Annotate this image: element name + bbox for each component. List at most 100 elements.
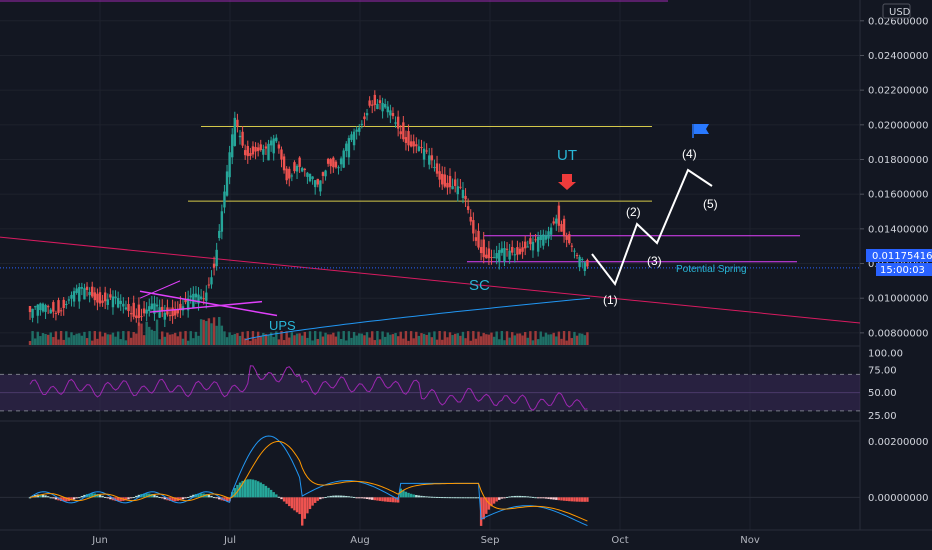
- volume-bar: [223, 331, 226, 345]
- candle-body: [472, 220, 475, 234]
- volume-bar: [301, 335, 304, 345]
- macd-histogram-bar: [321, 497, 325, 499]
- candle: [137, 297, 141, 326]
- candle-body: [316, 178, 319, 185]
- macd-histogram-bar: [218, 497, 221, 500]
- candle-body: [531, 241, 535, 251]
- candle: [57, 297, 60, 316]
- macd-histogram-bar: [119, 497, 122, 502]
- candle: [280, 146, 283, 168]
- volume-bar: [225, 337, 229, 345]
- macd-histogram-bar: [485, 497, 488, 514]
- volume-bar: [368, 337, 371, 345]
- sc-annotation: SC: [469, 277, 490, 294]
- macd-histogram-bar: [293, 497, 296, 511]
- macd-histogram-bar: [381, 497, 384, 502]
- candle-body: [446, 182, 449, 188]
- candle-body: [552, 221, 555, 224]
- candle: [560, 220, 563, 232]
- volume-bar: [238, 335, 242, 345]
- macd-histogram-bar: [46, 496, 50, 498]
- candle: [500, 241, 504, 256]
- volume-bar: [275, 331, 278, 345]
- candle-body: [75, 288, 78, 293]
- candle-body: [241, 131, 244, 146]
- macd-histogram-bar: [586, 497, 589, 502]
- candle: [358, 124, 361, 136]
- candle-body: [57, 300, 60, 313]
- candle-body: [487, 248, 491, 259]
- macd-histogram-bar: [552, 497, 555, 500]
- macd-histogram-bar: [342, 495, 345, 498]
- potential-spring-annotation: Potential Spring: [676, 264, 747, 275]
- candle-body: [477, 230, 480, 248]
- candle-body: [176, 308, 179, 314]
- volume-bar: [459, 335, 462, 345]
- macd-histogram-bar: [306, 497, 309, 514]
- macd-histogram-bar: [179, 497, 182, 501]
- volume-bar: [516, 333, 519, 345]
- candle: [259, 139, 262, 152]
- macd-histogram-bar: [311, 497, 314, 506]
- volume-bar: [536, 339, 540, 345]
- macd-histogram-bar: [407, 492, 410, 498]
- candle: [378, 95, 382, 110]
- candle-body: [135, 315, 138, 319]
- macd-histogram-bar: [264, 485, 268, 498]
- candle: [332, 156, 335, 173]
- volume-bar: [485, 334, 488, 345]
- time-tick-label-5: Nov: [740, 535, 760, 546]
- currency-box[interactable]: [882, 3, 911, 19]
- macd-histogram-bar: [124, 497, 128, 501]
- candle: [163, 304, 167, 328]
- macd-histogram-bar: [529, 496, 532, 498]
- volume-bar: [560, 338, 563, 345]
- volume-bar: [482, 332, 485, 345]
- candle-body: [231, 134, 234, 158]
- volume-bar: [88, 331, 91, 345]
- macd-histogram-bar: [241, 480, 244, 498]
- candle-body: [78, 287, 81, 302]
- macd-histogram-bar: [358, 497, 361, 499]
- rsi-tick-label-0: 100.00: [868, 349, 903, 360]
- candle: [80, 282, 84, 296]
- macd-histogram-bar: [88, 493, 91, 498]
- macd-histogram-bar: [425, 496, 428, 498]
- volume-bar: [109, 334, 112, 345]
- candle: [324, 169, 327, 181]
- candle-body: [503, 248, 506, 262]
- candle-body: [129, 313, 133, 315]
- candle: [142, 301, 146, 317]
- down-arrow-icon: [558, 174, 576, 190]
- volume-bar: [197, 335, 200, 345]
- candle-body: [52, 302, 55, 312]
- candle: [472, 212, 475, 242]
- candle-body: [583, 262, 587, 272]
- candle: [534, 234, 537, 243]
- macd-histogram-bar: [461, 497, 465, 499]
- volume-bar: [150, 329, 154, 345]
- candle: [93, 287, 97, 306]
- volume-bar: [417, 335, 421, 345]
- volume-bar: [313, 331, 317, 345]
- macd-histogram-bar: [57, 497, 60, 501]
- macd-histogram-bar: [456, 497, 459, 499]
- macd-histogram-bar: [153, 494, 156, 498]
- time-axis[interactable]: Jun Jul Aug Sep Oct Nov: [91, 535, 760, 546]
- candle: [339, 156, 343, 171]
- macd-panel: 0.00200000 0.00000000: [0, 435, 928, 527]
- price-tick-label-2: 0.02200000: [868, 86, 928, 97]
- candle: [249, 147, 252, 160]
- candle-body: [137, 304, 141, 319]
- macd-histogram-bar: [368, 497, 371, 500]
- macd-histogram-bar: [62, 497, 65, 502]
- macd-histogram-bar: [409, 493, 413, 498]
- price-tick-label-8: 0.01000000: [868, 294, 928, 305]
- volume-bar: [171, 334, 174, 345]
- macd-histogram-bar: [70, 497, 73, 501]
- countdown-tag: [876, 263, 932, 276]
- macd-histogram-bar: [453, 497, 457, 499]
- macd-histogram-bar: [531, 496, 535, 498]
- rsi-tick-label-3: 25.00: [868, 411, 897, 422]
